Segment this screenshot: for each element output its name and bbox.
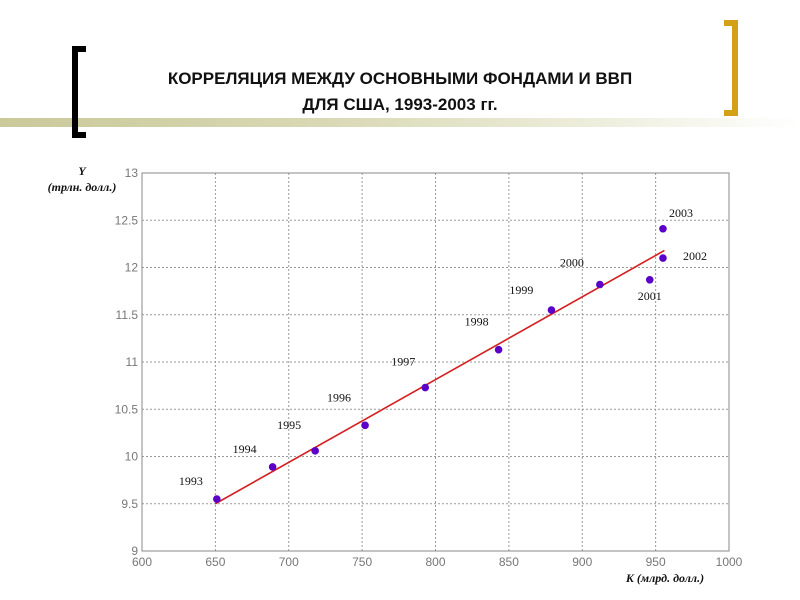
left-bracket-decoration — [72, 46, 86, 138]
point-label-2002: 2002 — [683, 249, 707, 263]
data-point-1999 — [547, 306, 556, 314]
data-point-1996 — [361, 421, 369, 430]
point-label-1995: 1995 — [277, 418, 301, 432]
point-label-2003: 2003 — [669, 206, 693, 220]
x-tick-label: 1000 — [716, 555, 743, 569]
x-tick-label: 650 — [205, 555, 225, 569]
x-tick-label: 800 — [425, 555, 445, 569]
data-point-1994 — [268, 463, 277, 471]
data-point-2001 — [645, 275, 654, 284]
point-label-2001: 2001 — [638, 289, 662, 303]
y-tick-label: 9.5 — [121, 497, 138, 511]
y-tick-label: 9 — [131, 544, 138, 558]
regression-line — [214, 249, 665, 505]
data-point-2000 — [596, 280, 604, 289]
point-label-1999: 1999 — [509, 283, 533, 297]
x-tick-label: 900 — [572, 555, 592, 569]
data-point-2003 — [659, 224, 667, 233]
title-line-2: ДЛЯ США, 1993-2003 гг. — [302, 95, 498, 114]
y-tick-label: 12.5 — [115, 213, 139, 227]
point-label-1997: 1997 — [391, 355, 415, 369]
point-labels: 1993 1994 1995 1996 1997 1998 1999 2000 2001 2002… — [179, 206, 707, 488]
y-axis-unit: (трлн. долл.) — [48, 180, 117, 194]
point-label-1996: 1996 — [327, 390, 351, 404]
x-tick-label: 850 — [499, 555, 519, 569]
y-tick-label: 11 — [126, 355, 139, 369]
point-label-1993: 1993 — [179, 474, 203, 488]
y-axis-label: Y — [78, 164, 87, 178]
grid — [142, 173, 729, 551]
x-tick-label: 700 — [279, 555, 299, 569]
data-point-1997 — [421, 383, 430, 392]
x-tick-label: 950 — [646, 555, 666, 569]
tick-labels: 600 650 700 750 800 850 900 950 1000 9 9.5 10 10.5 11… — [115, 166, 743, 569]
y-tick-label: 13 — [125, 166, 139, 180]
title-underline-band — [0, 118, 800, 127]
title-line-1: КОРРЕЛЯЦИЯ МЕЖДУ ОСНОВНЫМИ ФОНДАМИ И ВВП — [167, 69, 633, 88]
data-points — [213, 224, 667, 503]
point-label-1998: 1998 — [465, 315, 489, 329]
x-axis-label: K (млрд. долл.) — [625, 571, 704, 585]
right-bracket-decoration — [724, 20, 738, 116]
point-label-1994: 1994 — [233, 442, 257, 456]
slide-title: КОРРЕЛЯЦИЯ МЕЖДУ ОСНОВНЫМИ ФОНДАМИ И ВВП… — [90, 66, 710, 118]
point-label-2000: 2000 — [560, 256, 584, 270]
y-tick-label: 10.5 — [115, 402, 139, 416]
data-point-1998 — [494, 345, 503, 354]
data-point-1995 — [311, 447, 319, 455]
plot-frame — [141, 172, 730, 552]
y-tick-label: 10 — [125, 450, 139, 464]
x-tick-label: 750 — [352, 555, 372, 569]
x-tick-label: 600 — [132, 555, 152, 569]
y-tick-label: 12 — [125, 261, 139, 275]
y-tick-label: 11.5 — [116, 308, 139, 322]
data-point-2002 — [659, 254, 667, 262]
data-point-1993 — [213, 495, 221, 503]
